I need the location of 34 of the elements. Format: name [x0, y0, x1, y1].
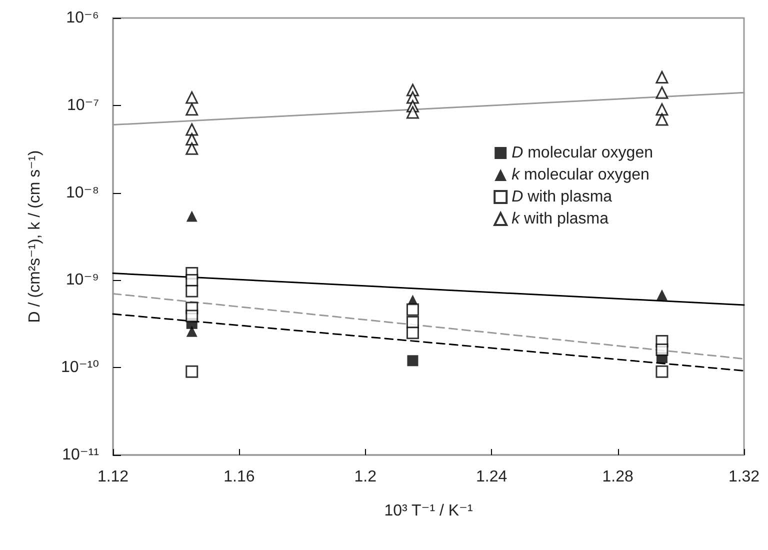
point — [186, 103, 198, 116]
x-axis-title: 10³ T⁻¹ / K⁻¹ — [384, 502, 473, 520]
legend-label: D with plasma — [512, 188, 612, 206]
y-axis-title: D / (cm²s⁻¹), k / (cm s⁻¹) — [26, 150, 44, 323]
point — [656, 365, 668, 378]
point — [656, 113, 668, 126]
point — [656, 344, 668, 356]
legend-label: k with plasma — [512, 210, 609, 228]
point — [186, 365, 198, 378]
point — [406, 106, 419, 119]
point — [656, 289, 668, 300]
point — [407, 355, 418, 366]
point — [186, 326, 198, 337]
point — [406, 303, 419, 316]
y-tick-label: 10⁻⁶ — [66, 10, 99, 26]
x-tick-label: 1.2 — [354, 468, 377, 486]
x-tick-label: 1.24 — [476, 468, 508, 486]
point — [186, 284, 198, 298]
y-tick-label: 10⁻¹⁰ — [61, 359, 99, 376]
y-tick-label: 10⁻⁹ — [66, 272, 99, 289]
point — [186, 210, 198, 222]
y-tick-label: 10⁻⁸ — [66, 184, 99, 202]
x-tick-label: 1.32 — [728, 468, 760, 486]
x-tick-label: 1.16 — [224, 468, 255, 486]
x-tick-label: 1.28 — [602, 468, 634, 486]
point — [406, 326, 419, 340]
point — [186, 91, 198, 104]
legend-label: k molecular oxygen — [512, 166, 650, 184]
y-tick-label: 10⁻¹¹ — [62, 446, 99, 464]
y-tick-label: 10⁻⁷ — [66, 96, 100, 114]
point — [186, 310, 198, 322]
x-tick-label: 1.12 — [97, 468, 129, 486]
point — [656, 86, 668, 99]
legend-label: D molecular oxygen — [512, 144, 653, 162]
